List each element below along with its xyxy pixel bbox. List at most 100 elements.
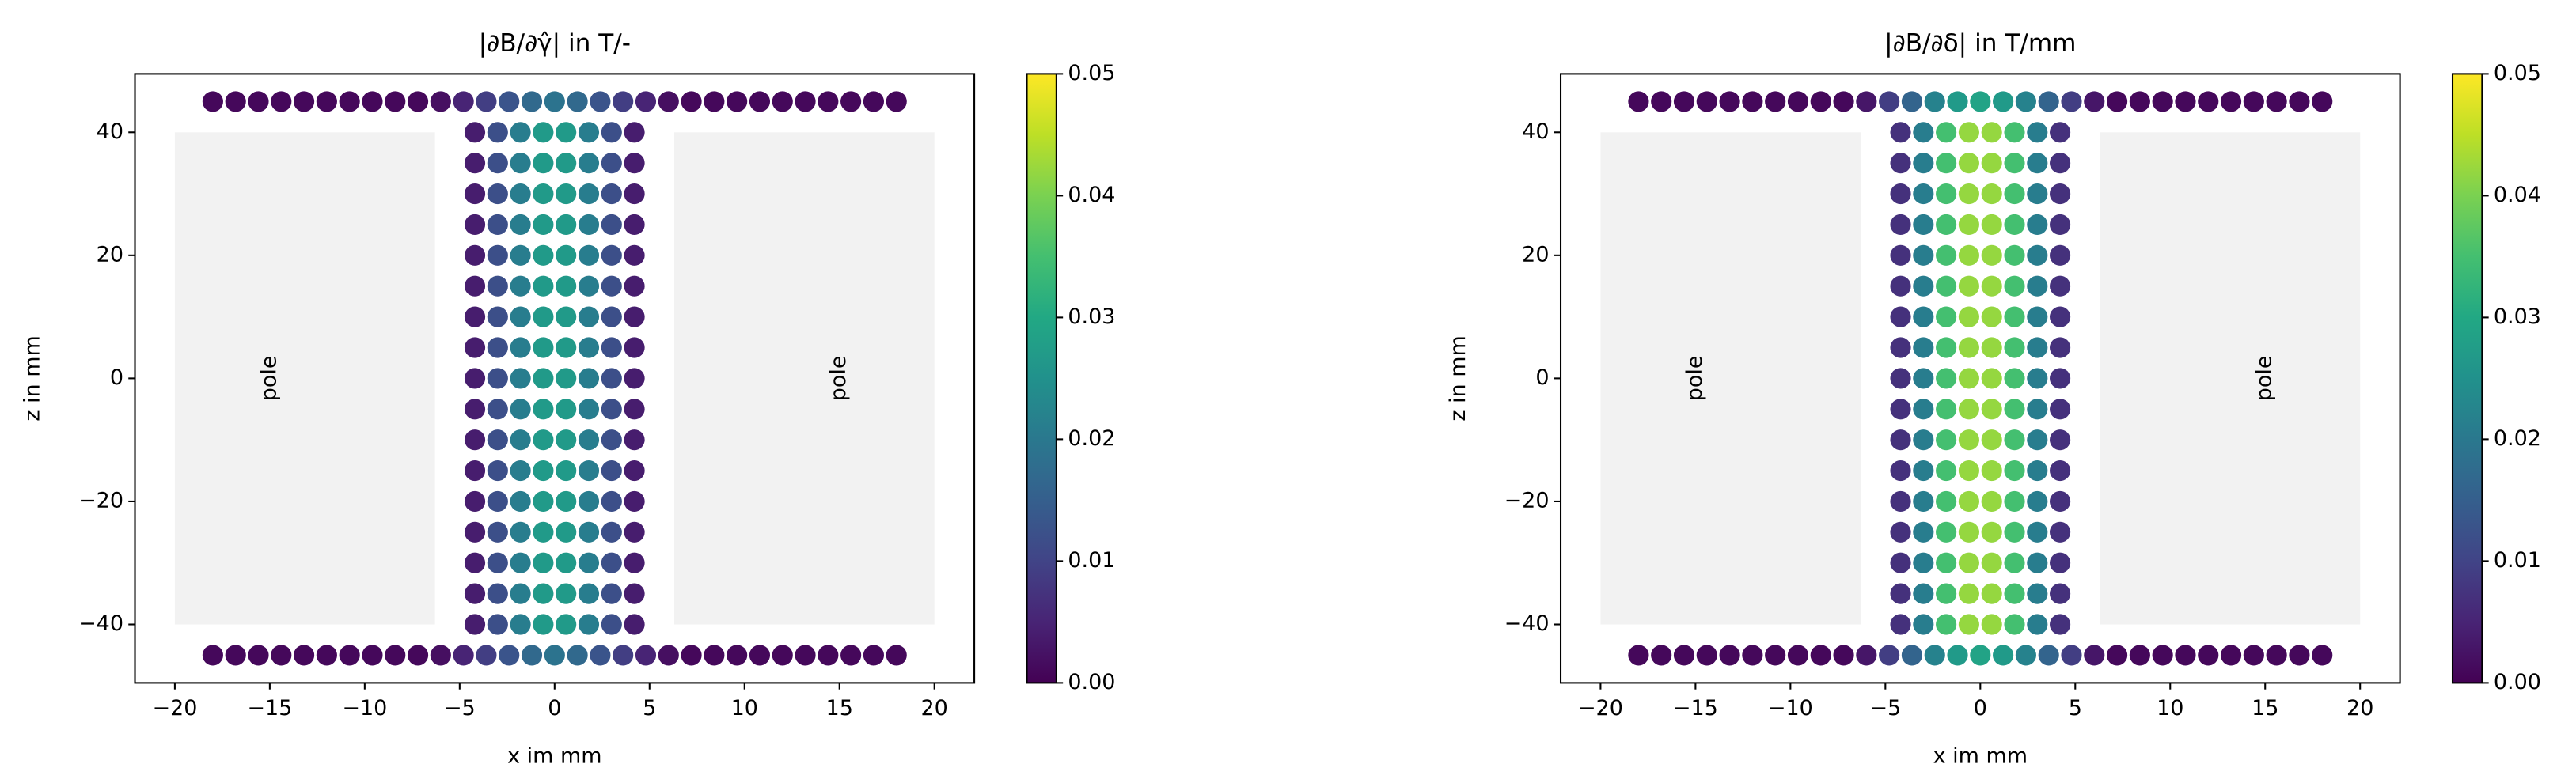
point [624,153,645,174]
colorbar-tick-label: 0.04 [2494,183,2541,207]
point [487,183,508,205]
point [1958,244,1979,266]
point [2175,91,2196,112]
point [487,122,508,143]
point [1628,645,1649,666]
point [2027,429,2048,451]
point [464,306,486,327]
point [1673,91,1695,112]
point [578,214,600,236]
point [1913,275,1934,297]
point [1936,244,1957,266]
colorbar-tick-label: 0.01 [2494,548,2541,573]
point [795,645,816,666]
point [487,337,508,358]
y-tick-label: −20 [1504,488,1550,513]
point [2027,583,2048,604]
point [533,275,554,297]
point [1981,214,2002,236]
point [2027,521,2048,543]
point [487,306,508,327]
point [1936,153,1957,174]
point [1958,583,1979,604]
point [1958,460,1979,482]
x-tick-label: 10 [731,696,758,721]
point [1981,583,2002,604]
colorbar-tick-label: 0.00 [2494,670,2541,694]
point [544,645,565,666]
point [556,122,577,143]
point [464,614,486,635]
point [510,583,531,604]
point [601,214,622,236]
point [521,645,543,666]
point [2004,153,2025,174]
point [556,552,577,573]
point [1936,521,1957,543]
point [385,645,406,666]
point [1958,275,1979,297]
point [533,429,554,451]
x-axis-label: x im mm [1933,743,2028,768]
point [1913,183,1934,205]
point [1970,645,1991,666]
point [533,368,554,389]
point [2198,645,2219,666]
point [533,337,554,358]
point [510,183,531,205]
point [1936,399,1957,420]
point [464,368,486,389]
point [1958,306,1979,327]
point [2266,91,2287,112]
point [510,337,531,358]
point [2266,645,2287,666]
point [1913,614,1934,635]
point [1981,337,2002,358]
point [510,153,531,174]
point [1924,645,1945,666]
point [533,614,554,635]
point [487,275,508,297]
point [1981,399,2002,420]
point [624,521,645,543]
point [1890,429,1911,451]
point [624,337,645,358]
point [453,91,474,112]
point [533,306,554,327]
y-tick-label: 0 [110,365,123,390]
point [1765,91,1786,112]
point [704,91,725,112]
point [1742,645,1763,666]
x-tick-label: −15 [247,696,292,721]
point [772,645,793,666]
point [316,645,337,666]
point [1651,645,1672,666]
point [1913,306,1934,327]
y-tick-label: 20 [1522,242,1549,267]
point [2243,645,2264,666]
point [2027,214,2048,236]
point [1913,490,1934,513]
point [510,368,531,389]
point [601,614,622,635]
point [2220,91,2242,112]
colorbar [1026,73,1057,684]
point [339,91,360,112]
point [2312,645,2333,666]
point [2004,460,2025,482]
point [1913,244,1934,266]
point [487,368,508,389]
point [2004,490,2025,513]
point [1913,521,1934,543]
x-tick-label: 15 [2252,696,2278,721]
point [840,91,862,112]
point [510,122,531,143]
point [2050,306,2071,327]
point [487,244,508,266]
point [2027,153,2048,174]
point [590,645,611,666]
point [1958,214,1979,236]
point [1890,399,1911,420]
point [1787,645,1809,666]
point [533,490,554,513]
